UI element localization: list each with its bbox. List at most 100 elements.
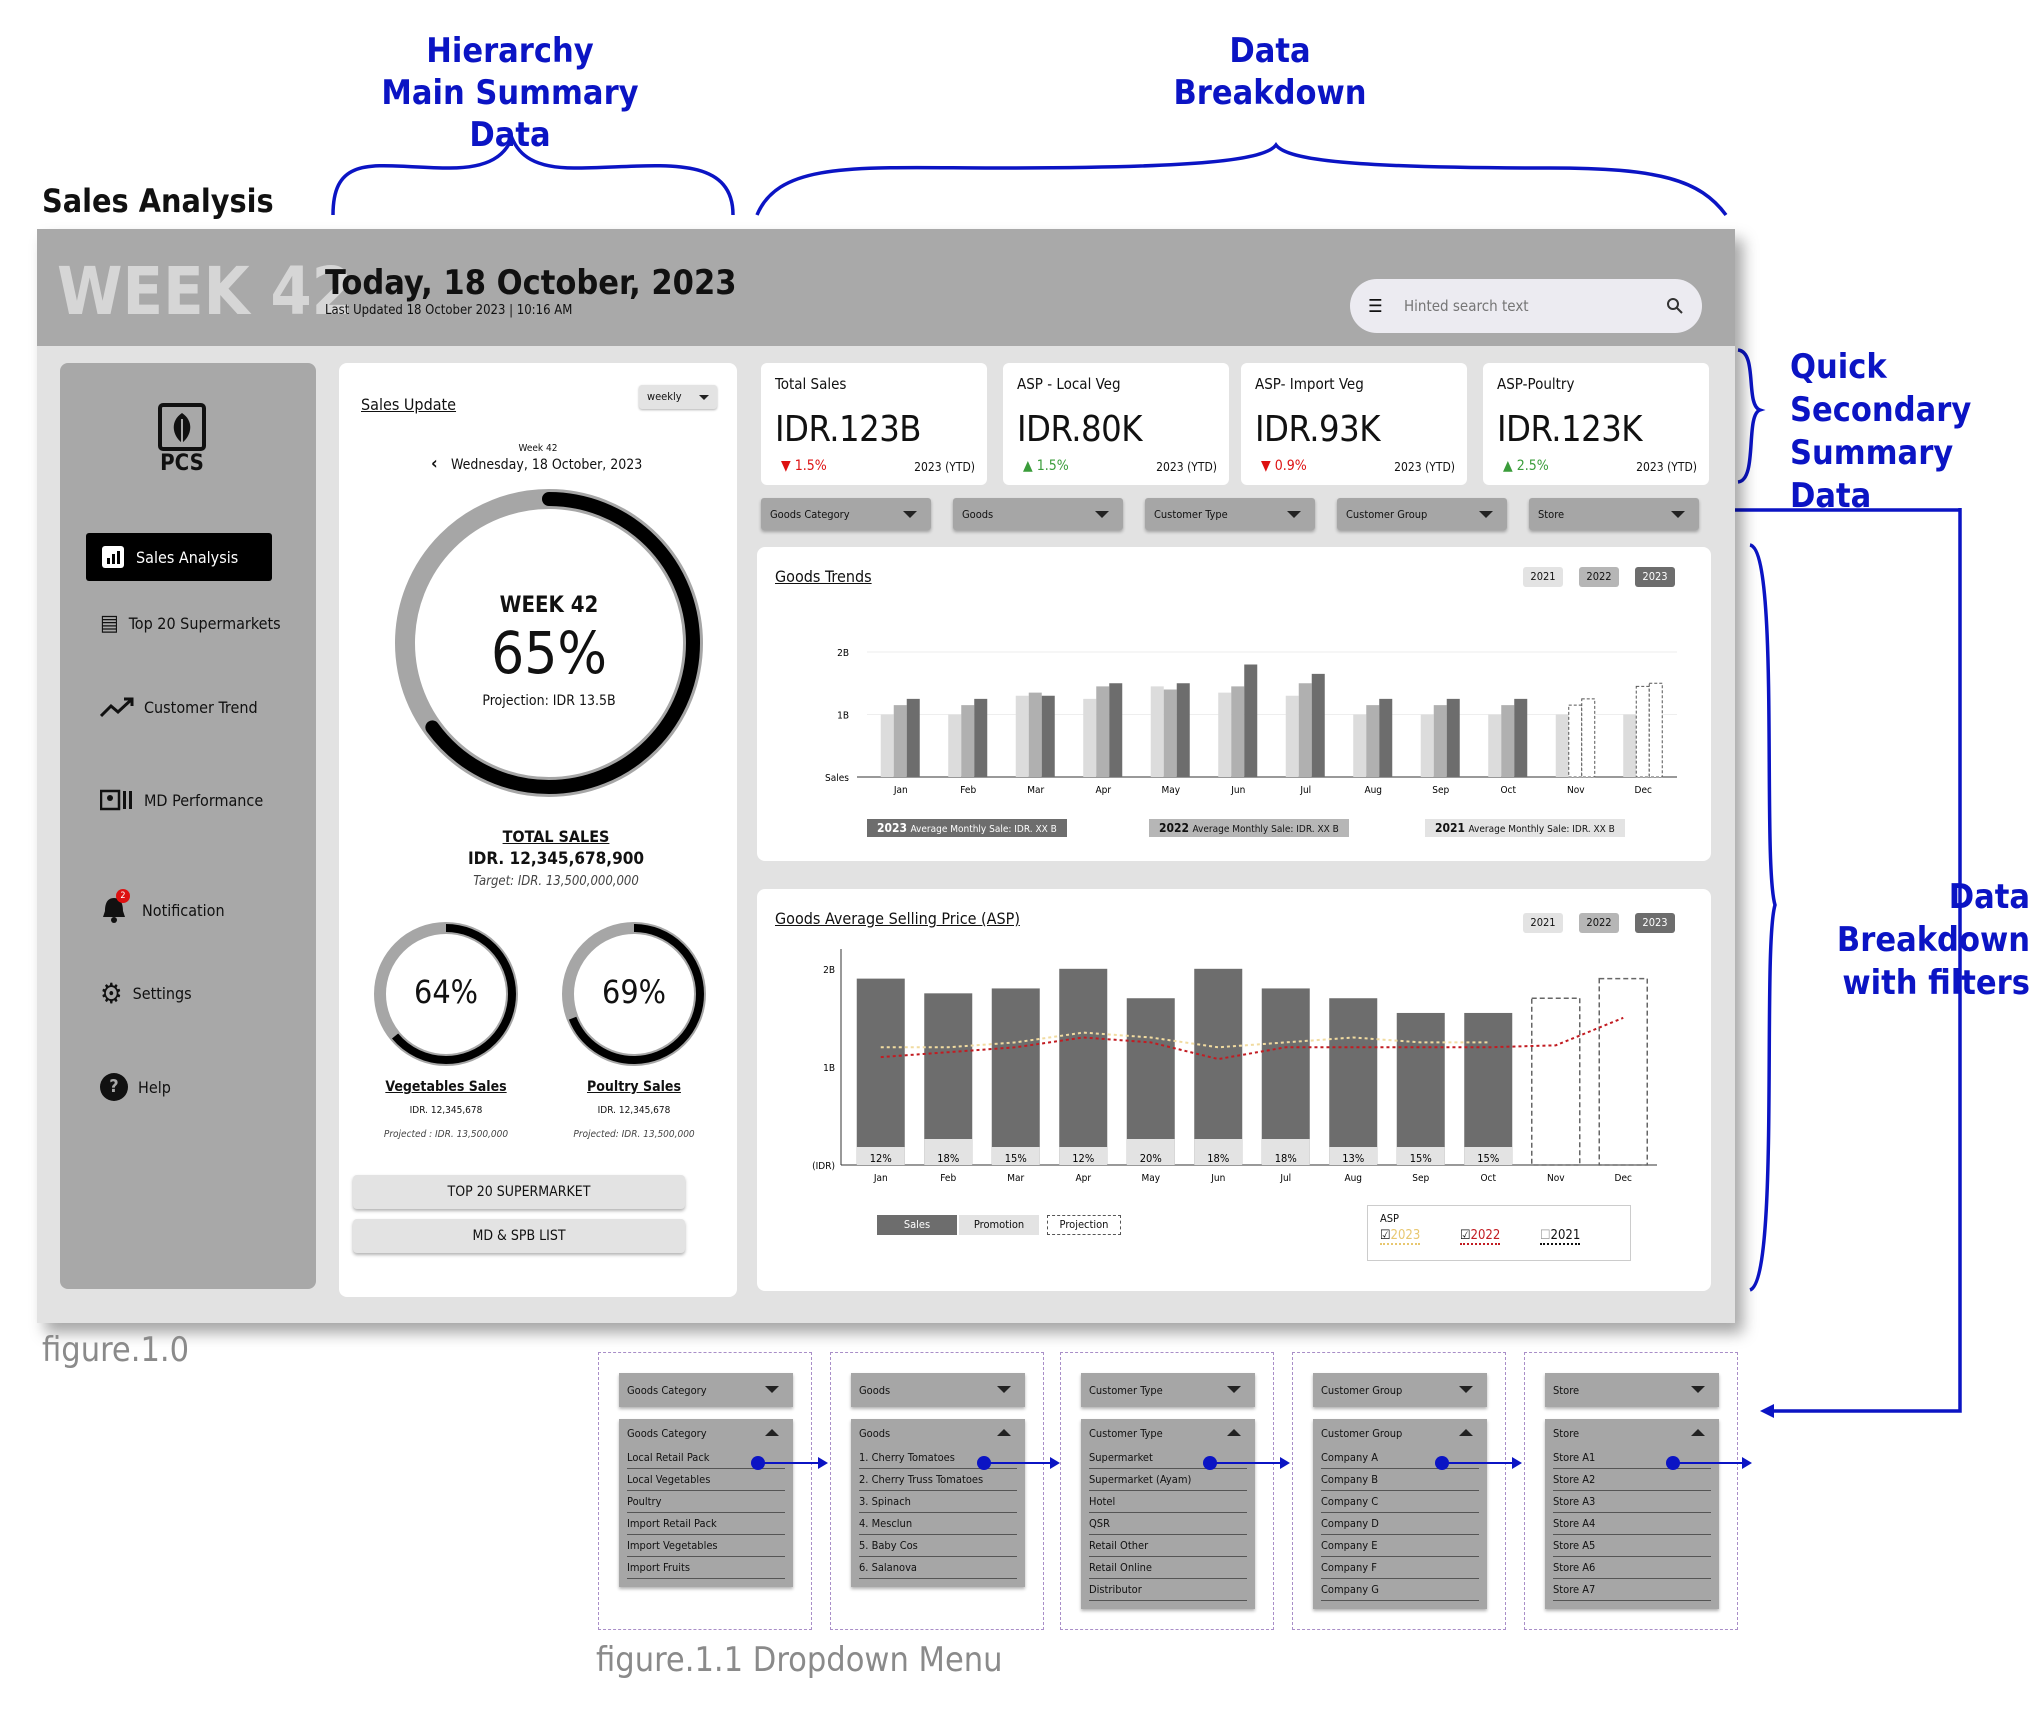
filter-label: Goods Category [770, 508, 850, 521]
chevron-up-icon [1691, 1429, 1705, 1436]
sidebar-item-help[interactable]: ? Help [100, 1073, 171, 1101]
year-2022-button[interactable]: 2022 [1579, 567, 1619, 587]
dropdown-header[interactable]: Customer Group [1321, 1427, 1479, 1447]
dropdown-option[interactable]: Retail Online [1089, 1557, 1247, 1579]
year-2021-button[interactable]: 2021 [1523, 913, 1563, 933]
filter-store[interactable]: Store [1529, 498, 1699, 530]
filter-customer-group[interactable]: Customer Group [1337, 498, 1507, 530]
dropdown-header[interactable]: Customer Type [1089, 1427, 1247, 1447]
search-icon[interactable] [1666, 297, 1684, 315]
dropdown-option[interactable]: Local Retail Pack [627, 1447, 785, 1469]
search-input[interactable] [1404, 293, 1654, 319]
year-2023-button[interactable]: 2023 [1635, 913, 1675, 933]
dropdown-option[interactable]: Company F [1321, 1557, 1479, 1579]
year-2023-button[interactable]: 2023 [1635, 567, 1675, 587]
menu-icon[interactable]: ☰ [1368, 296, 1383, 317]
dropdown-header[interactable]: Goods [859, 1427, 1017, 1447]
dropdown-collapsed[interactable]: Goods [851, 1373, 1025, 1407]
md-spb-list-button[interactable]: MD & SPB LIST [353, 1219, 685, 1253]
search-bar[interactable]: ☰ [1350, 279, 1702, 333]
bar [1231, 686, 1245, 777]
legend-asp-2022[interactable]: ☑2022 [1460, 1228, 1501, 1245]
dropdown-option[interactable]: Store A2 [1553, 1469, 1711, 1491]
promotion-label: 18% [1275, 1152, 1297, 1165]
dropdown-option[interactable]: 2. Cherry Truss Tomatoes [859, 1469, 1017, 1491]
sidebar-item-top-20-supermarkets[interactable]: ▤ Top 20 Supermarkets [100, 611, 281, 636]
bar [1648, 682, 1663, 778]
filter-goods-category[interactable]: Goods Category [761, 498, 931, 530]
dropdown-collapsed[interactable]: Store [1545, 1373, 1719, 1407]
promotion-label: 13% [1342, 1152, 1364, 1165]
dropdown-option[interactable]: Company B [1321, 1469, 1479, 1491]
dropdown-option[interactable]: Import Fruits [627, 1557, 785, 1579]
dropdown-option[interactable]: Store A6 [1553, 1557, 1711, 1579]
year-2021-button[interactable]: 2021 [1523, 567, 1563, 587]
x-tick-label: Dec [1615, 1173, 1632, 1184]
dropdown-option[interactable]: Company E [1321, 1535, 1479, 1557]
kpi-period: 2023 (YTD) [1394, 460, 1455, 474]
dropdown-option[interactable]: Company G [1321, 1579, 1479, 1601]
sidebar-item-md-performance[interactable]: MD Performance [100, 789, 263, 811]
sidebar-item-sales-analysis[interactable]: Sales Analysis [86, 533, 272, 581]
filter-label: Customer Type [1154, 508, 1228, 521]
legend-asp-2023[interactable]: ☑2023 [1380, 1228, 1421, 1245]
dropdown-option[interactable]: Store A5 [1553, 1535, 1711, 1557]
gear-icon: ⚙ [100, 977, 123, 1010]
dropdown-option[interactable]: Poultry [627, 1491, 785, 1513]
dropdown-collapsed[interactable]: Goods Category [619, 1373, 793, 1407]
dropdown-option[interactable]: Distributor [1089, 1579, 1247, 1601]
dropdown-option[interactable]: Store A4 [1553, 1513, 1711, 1535]
bar [1041, 695, 1055, 777]
promotion-bar [1126, 1139, 1175, 1165]
x-tick-label: Nov [1567, 785, 1585, 796]
top-20-supermarket-button[interactable]: TOP 20 SUPERMARKET [353, 1175, 685, 1209]
dropdown-option[interactable]: Store A7 [1553, 1579, 1711, 1601]
sidebar-item-label: Customer Trend [144, 697, 258, 717]
dropdown-option[interactable]: 1. Cherry Tomatoes [859, 1447, 1017, 1469]
dropdown-option[interactable]: Company A [1321, 1447, 1479, 1469]
dropdown-option[interactable]: Supermarket [1089, 1447, 1247, 1469]
bar [1623, 714, 1637, 777]
dropdown-header[interactable]: Store [1553, 1427, 1711, 1447]
dropdown-option[interactable]: 4. Mesclun [859, 1513, 1017, 1535]
dropdown-collapsed[interactable]: Customer Type [1081, 1373, 1255, 1407]
period-select[interactable]: weekly [639, 385, 717, 409]
dropdown-option[interactable]: Supermarket (Ayam) [1089, 1469, 1247, 1491]
dropdown-option[interactable]: Import Retail Pack [627, 1513, 785, 1535]
dropdown-option[interactable]: 6. Salanova [859, 1557, 1017, 1579]
sidebar-item-customer-trend[interactable]: Customer Trend [100, 696, 258, 718]
x-tick-label: Aug [1364, 785, 1382, 796]
x-tick-label: Jun [1230, 785, 1245, 796]
sidebar-item-notification[interactable]: 2 Notification [100, 889, 225, 923]
chevron-left-icon[interactable]: ‹ [431, 453, 438, 474]
legend-asp-2021[interactable]: ☐2021 [1540, 1228, 1581, 1245]
dropdown-option[interactable]: Hotel [1089, 1491, 1247, 1513]
poultry-amount: IDR. 12,345,678 [597, 1105, 671, 1116]
chevron-up-icon [765, 1429, 779, 1436]
promotion-bar [1396, 1147, 1445, 1165]
dropdown-option[interactable]: Retail Other [1089, 1535, 1247, 1557]
promotion-bar [1194, 1139, 1243, 1165]
avg-2021: 2021 Average Monthly Sale: IDR. XX B [1425, 819, 1625, 837]
year-2022-button[interactable]: 2022 [1579, 913, 1619, 933]
dropdown-header[interactable]: Goods Category [627, 1427, 785, 1447]
breakdown-annotation: Data Breakdown [1120, 30, 1420, 114]
dropdown-option[interactable]: 3. Spinach [859, 1491, 1017, 1513]
dropdown-option[interactable]: Import Vegetables [627, 1535, 785, 1557]
dropdown-option[interactable]: 5. Baby Cos [859, 1535, 1017, 1557]
dropdown-option[interactable]: Store A1 [1553, 1447, 1711, 1469]
dropdown-option[interactable]: Local Vegetables [627, 1469, 785, 1491]
bar [1635, 685, 1650, 778]
dropdown-option[interactable]: Company C [1321, 1491, 1479, 1513]
checkbox-checked-icon: ☑ [1380, 1228, 1391, 1243]
filter-goods[interactable]: Goods [953, 498, 1123, 530]
chevron-down-icon [903, 511, 917, 518]
dropdown-option[interactable]: Company D [1321, 1513, 1479, 1535]
dropdown-collapsed[interactable]: Customer Group [1313, 1373, 1487, 1407]
dropdown-option[interactable]: QSR [1089, 1513, 1247, 1535]
sales-bar [924, 993, 973, 1165]
dropdown-option[interactable]: Store A3 [1553, 1491, 1711, 1513]
dropdown-label: Store [1553, 1427, 1580, 1440]
sidebar-item-settings[interactable]: ⚙ Settings [100, 977, 192, 1010]
filter-customer-type[interactable]: Customer Type [1145, 498, 1315, 530]
